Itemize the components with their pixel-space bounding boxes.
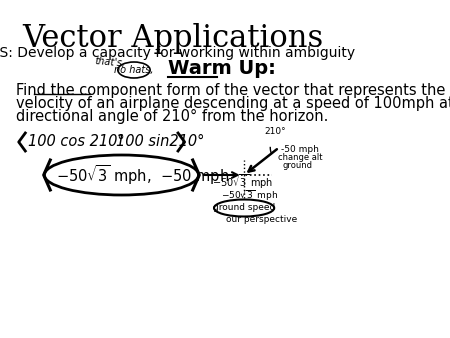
Text: 100 cos 210°: 100 cos 210° xyxy=(28,135,125,149)
Text: change alt: change alt xyxy=(278,153,322,163)
Text: velocity of an airplane descending at a speed of 100mph at a: velocity of an airplane descending at a … xyxy=(17,96,450,111)
Text: $-50\sqrt{3}$ mph: $-50\sqrt{3}$ mph xyxy=(212,172,273,191)
Text: directional angle of 210° from the horizon.: directional angle of 210° from the horiz… xyxy=(17,109,329,124)
Text: Vector Applications: Vector Applications xyxy=(22,23,324,54)
Text: $-50\sqrt{3}$ mph: $-50\sqrt{3}$ mph xyxy=(220,189,278,203)
Text: ground: ground xyxy=(282,162,312,170)
Text: ground speed: ground speed xyxy=(213,203,275,213)
Text: TS: Develop a capacity for working within ambiguity: TS: Develop a capacity for working withi… xyxy=(0,46,355,60)
Text: $-50\sqrt{3}$ mph,  $-50$ mph: $-50\sqrt{3}$ mph, $-50$ mph xyxy=(56,163,230,187)
Text: 100 sin210°: 100 sin210° xyxy=(117,135,205,149)
Text: our perspective: our perspective xyxy=(226,215,298,224)
Text: that's,: that's, xyxy=(94,56,126,69)
Text: no hats,: no hats, xyxy=(114,65,154,75)
Text: Warm Up:: Warm Up: xyxy=(168,58,275,77)
Text: Find the component form of the vector that represents the: Find the component form of the vector th… xyxy=(17,83,446,98)
Text: -50 mph: -50 mph xyxy=(280,145,319,153)
Text: 210°: 210° xyxy=(265,126,286,136)
